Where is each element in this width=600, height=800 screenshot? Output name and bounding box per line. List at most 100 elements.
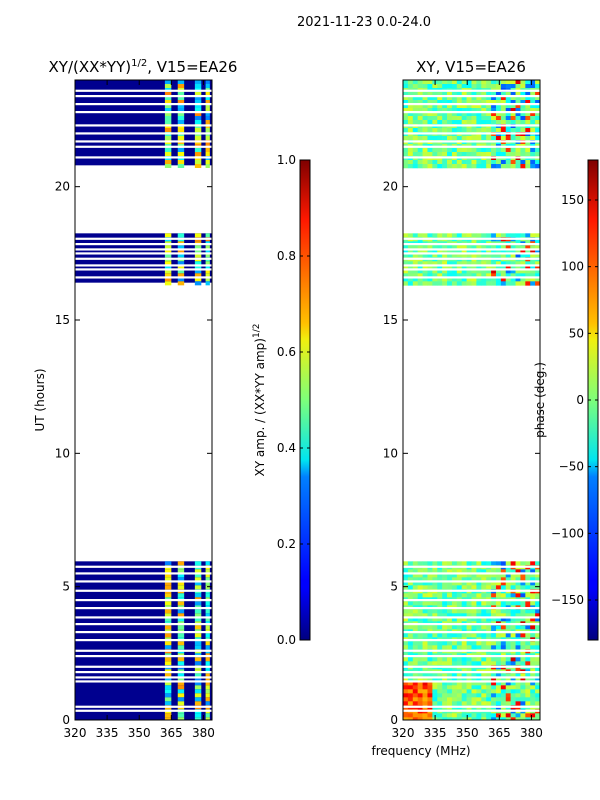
phase-cell <box>437 92 443 97</box>
phase-cell <box>427 689 433 694</box>
phase-cell <box>535 104 540 109</box>
phase-cell <box>437 585 443 590</box>
phase-cell <box>500 112 507 117</box>
phase-cell <box>520 96 526 101</box>
phase-cell <box>447 661 453 666</box>
phase-cell <box>437 128 443 133</box>
phase-cell <box>500 92 507 97</box>
amp-cell <box>194 273 202 278</box>
phase-cell <box>407 593 414 598</box>
phase-cell <box>437 277 443 282</box>
phase-cell <box>505 713 511 718</box>
phase-cell <box>461 128 467 133</box>
phase-cell <box>486 261 492 266</box>
amp-cell <box>177 561 185 566</box>
phase-cell <box>427 253 433 258</box>
phase-cell <box>437 661 443 666</box>
amp-cell <box>205 561 210 566</box>
phase-cell <box>447 104 453 109</box>
amp-cell <box>194 249 202 254</box>
phase-cell <box>461 96 467 101</box>
phase-cell <box>491 148 497 153</box>
data-gap <box>403 248 540 251</box>
phase-cell <box>466 689 472 694</box>
phase-cell <box>530 677 536 682</box>
phase-cell <box>500 120 507 125</box>
amp-cell <box>177 277 185 282</box>
phase-cell <box>447 577 453 582</box>
amp-cell <box>194 261 202 266</box>
phase-cell <box>442 269 448 274</box>
phase-cell <box>515 261 521 266</box>
phase-cell <box>427 697 433 702</box>
phase-cell <box>427 713 433 718</box>
phase-cell <box>432 104 438 109</box>
phase-cell <box>515 577 521 582</box>
phase-cell <box>515 713 521 718</box>
phase-cell <box>442 253 448 258</box>
phase-cell <box>491 261 497 266</box>
phase-cell <box>442 661 448 666</box>
phase-cell <box>525 625 531 630</box>
amp-cell <box>164 104 172 108</box>
phase-cell <box>530 681 536 686</box>
phase-cell <box>515 249 521 254</box>
phase-cell <box>530 713 536 718</box>
phase-cell <box>442 112 448 117</box>
phase-cell <box>486 112 492 117</box>
phase-cell <box>535 617 540 622</box>
data-gap <box>403 103 540 106</box>
data-gap <box>75 140 212 143</box>
phase-cell <box>407 281 414 286</box>
data-gap <box>75 565 212 568</box>
phase-cell <box>451 261 458 266</box>
phase-cell <box>495 233 502 238</box>
amp-cell <box>177 713 185 718</box>
amp-cell <box>205 713 210 718</box>
phase-cell <box>451 601 458 606</box>
phase-cell <box>466 253 472 258</box>
amp-cell <box>194 645 202 650</box>
phase-cell <box>525 717 531 720</box>
phase-cell <box>525 701 531 706</box>
phase-cell <box>447 277 453 282</box>
phase-cell <box>510 641 516 646</box>
phase-cell <box>466 245 472 250</box>
phase-cell <box>403 693 409 698</box>
phase-cell <box>525 96 531 101</box>
amp-cell <box>177 701 185 706</box>
right-y-tick-label: 0 <box>390 713 398 727</box>
phase-cell <box>505 96 511 101</box>
phase-cell <box>403 681 409 686</box>
phase-cell <box>422 112 428 117</box>
phase-cell <box>535 152 540 157</box>
phase-cell <box>515 281 521 286</box>
phase-cell <box>476 112 482 117</box>
phase-cell <box>530 625 536 630</box>
phase-cell <box>471 136 477 141</box>
phase-cell <box>471 245 477 250</box>
phase-cell <box>530 84 536 89</box>
phase-cell <box>520 160 526 165</box>
phase-cell <box>500 713 507 718</box>
phase-cell <box>520 152 526 157</box>
phase-cell <box>515 661 521 666</box>
amp-cell <box>177 697 185 702</box>
phase-cell <box>451 585 458 590</box>
phase-cell <box>515 685 521 690</box>
phase-cell <box>500 661 507 666</box>
data-gap <box>403 252 540 255</box>
right-plot-frame <box>402 79 541 721</box>
data-gap <box>75 268 212 271</box>
phase-cell <box>461 160 467 165</box>
phase-cell <box>456 84 463 89</box>
phase-cell <box>471 661 477 666</box>
phase-cell <box>530 717 536 720</box>
phase-cell <box>412 273 418 278</box>
phase-cell <box>412 269 418 274</box>
phase-cell <box>422 617 428 622</box>
phase-cell <box>495 136 502 141</box>
phase-cell <box>525 84 531 89</box>
